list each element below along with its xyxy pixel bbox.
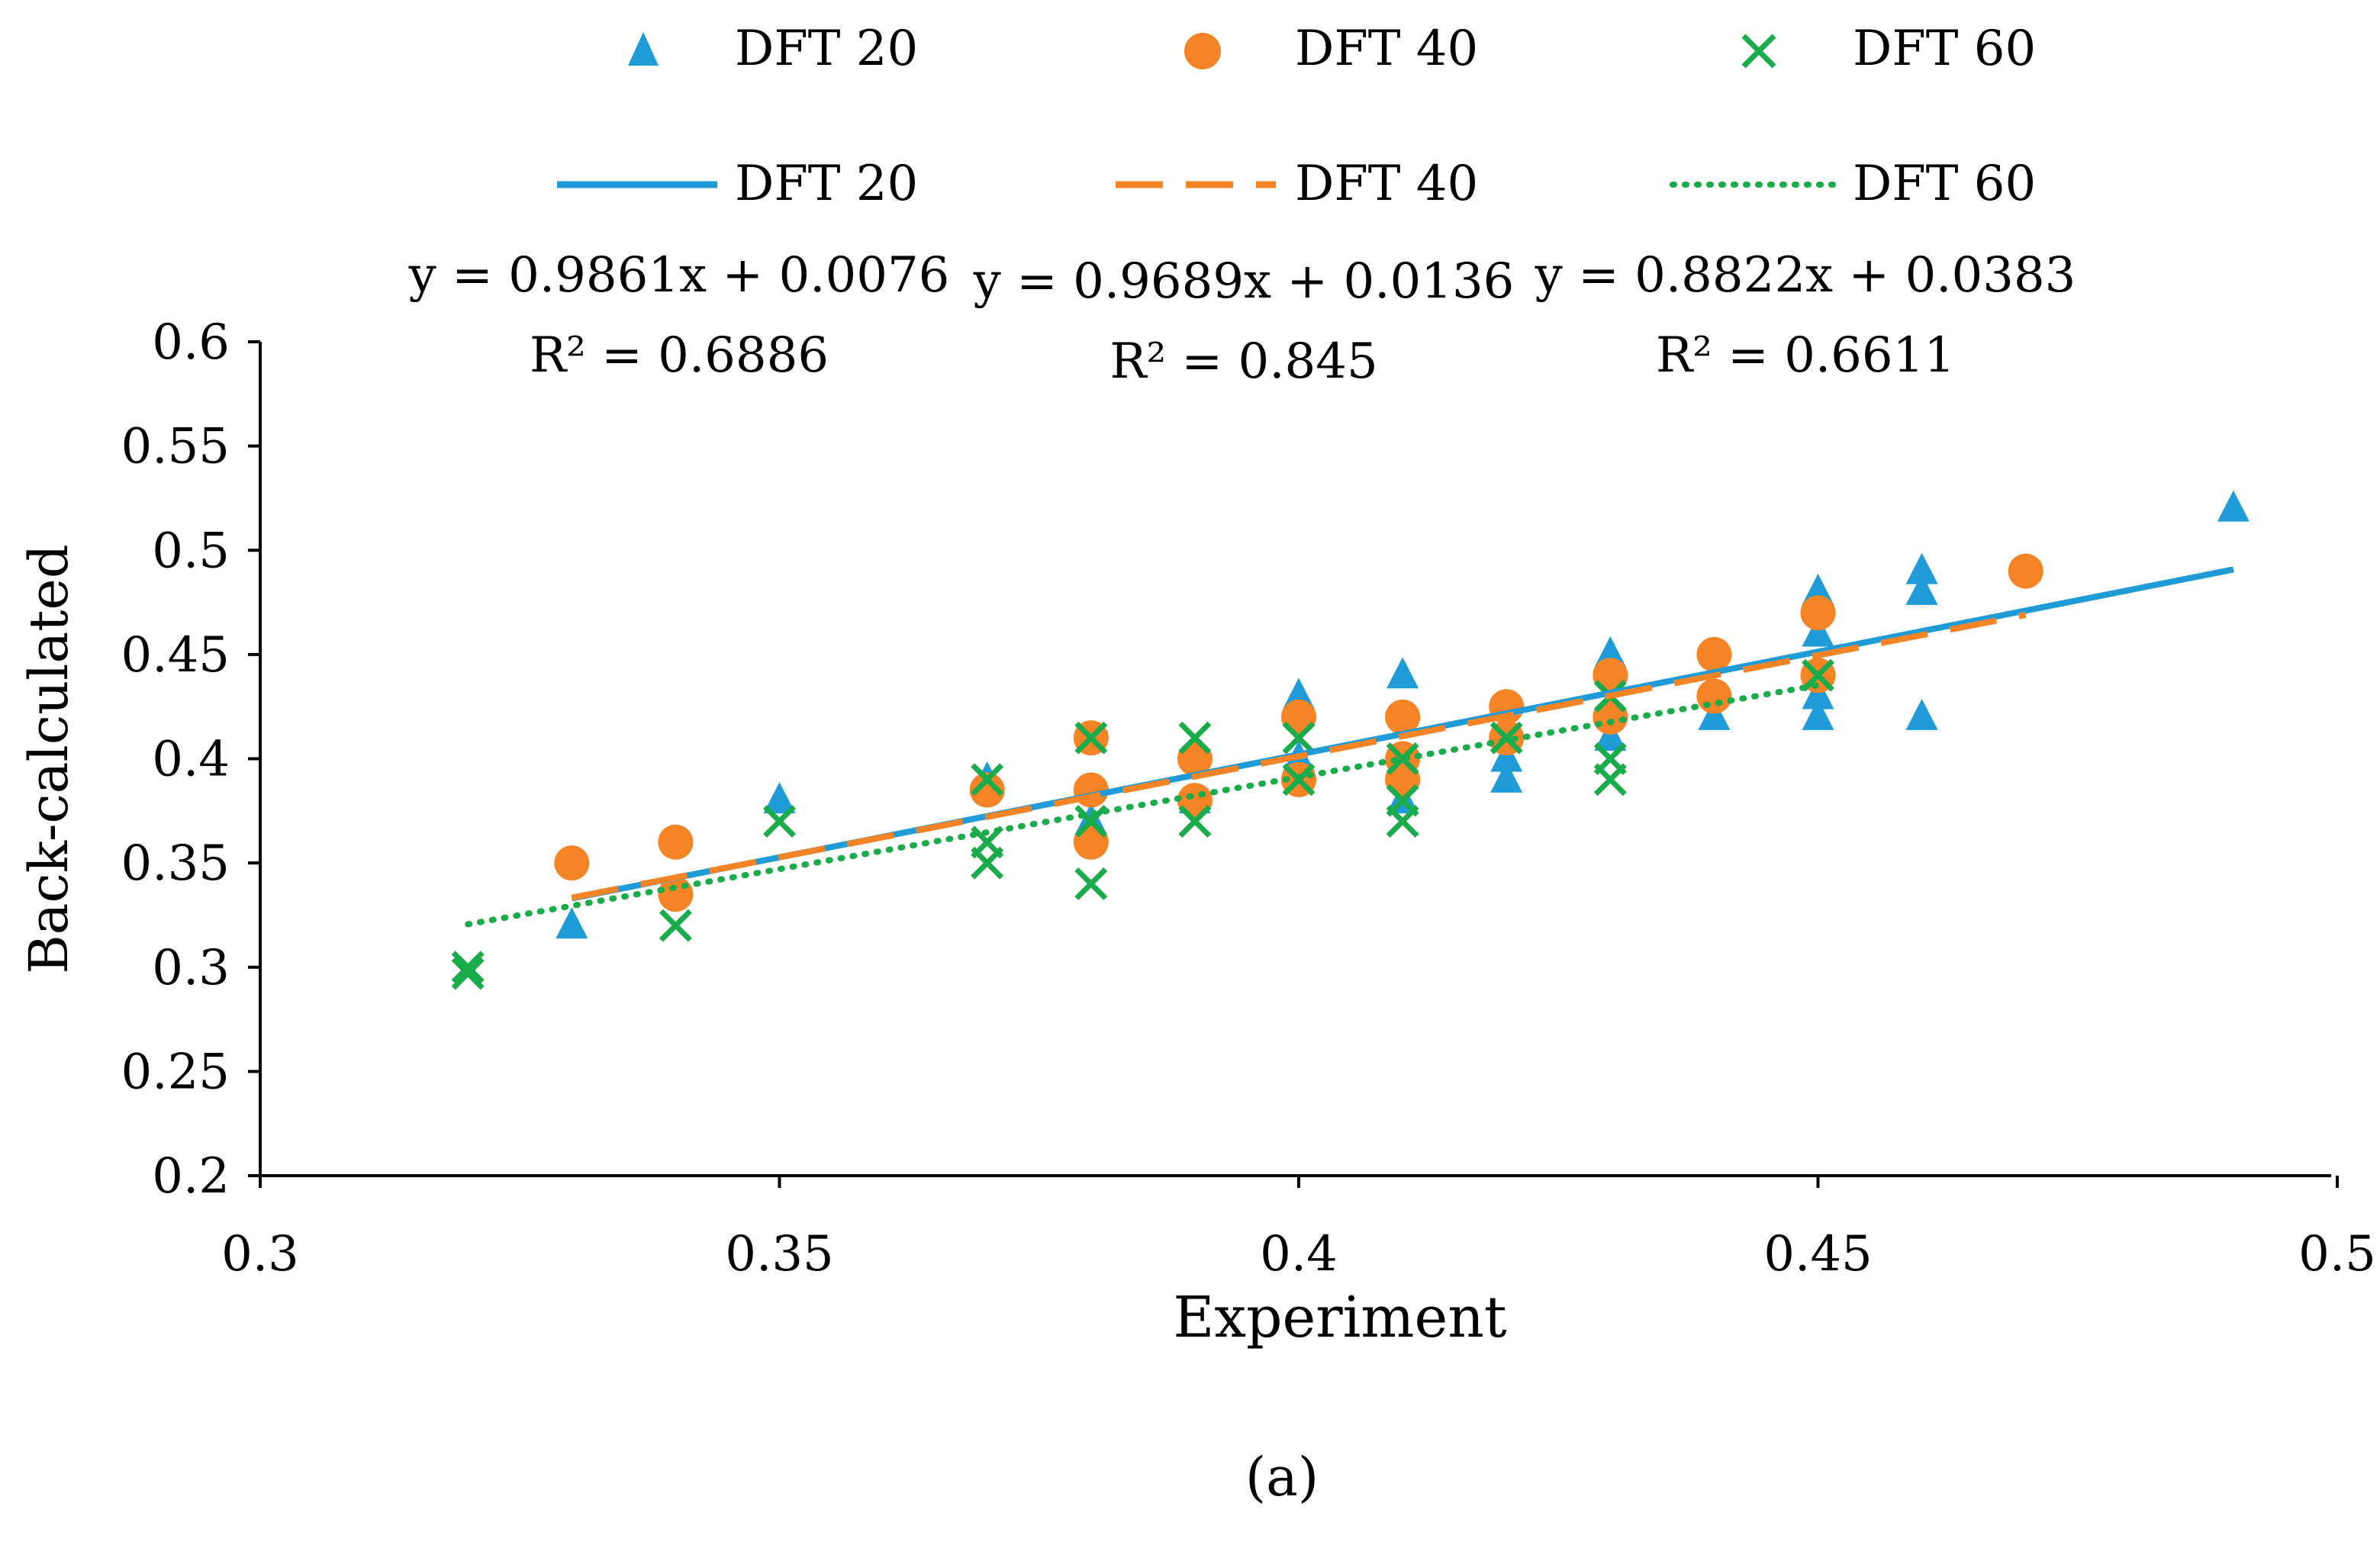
dft-20-point-9 (1490, 761, 1523, 793)
dft-20-point-7 (1386, 657, 1419, 689)
dft-60-point-21 (1802, 658, 1834, 692)
dft-20-point-11 (1594, 636, 1627, 668)
dft-40-point-19 (1696, 678, 1732, 714)
dft-20-point-1 (763, 782, 796, 814)
figure-caption: (a) (1245, 1446, 1319, 1508)
legend-marker-x (1741, 34, 1776, 69)
x-tick-label-4: 0.5 (2298, 1226, 2376, 1282)
dft-40-point-22 (2008, 553, 2043, 589)
legend-markers: DFT 20 DFT 40 DFT 60 (628, 21, 2036, 77)
dft-20-point-0 (556, 907, 588, 939)
legend-line-label-1: DFT 40 (1295, 156, 1478, 212)
equation-dft60: y = 0.8822x + 0.0383 (1535, 247, 2076, 304)
dft-20-point-14 (1802, 573, 1834, 605)
dft-60-point-4 (971, 763, 1004, 797)
dft-20-point-12 (1594, 719, 1627, 751)
dft-60-point-3 (763, 805, 796, 838)
trendline-dft-60 (465, 682, 1821, 928)
dft-20-point-5 (1283, 677, 1315, 710)
dft-20-point-20 (1905, 698, 1938, 730)
legend-line-label-2: DFT 60 (1853, 156, 2036, 212)
dft-40-point-3 (969, 772, 1005, 808)
y-tick-label-3: 0.35 (121, 835, 230, 892)
dft-60-point-2 (659, 909, 692, 942)
legend-label-series-2: DFT 60 (1853, 21, 2036, 77)
legend-label-series-1: DFT 40 (1295, 21, 1478, 77)
x-tick-label-2: 0.4 (1260, 1226, 1338, 1282)
r2-dft20: R² = 0.6886 (530, 327, 829, 384)
dft-60-point-14 (1386, 742, 1419, 775)
x-tick-label-0: 0.3 (221, 1226, 299, 1282)
dft-20-point-18 (1905, 552, 1938, 584)
dft-20-point-17 (1802, 698, 1834, 730)
x-tick-label-1: 0.35 (725, 1226, 834, 1282)
legend-marker-triangle (628, 32, 659, 66)
dft-60-point-16 (1386, 805, 1419, 838)
dft-60-point-11 (1178, 805, 1212, 838)
dft-60-point-7 (1074, 721, 1108, 755)
dft-60-point-6 (971, 846, 1004, 880)
legend-lines: DFT 20 DFT 40 DFT 60 (557, 156, 2036, 212)
y-tick-label-4: 0.4 (152, 732, 230, 788)
dft-60-point-12 (1282, 721, 1316, 755)
dft-20-point-16 (1802, 677, 1834, 710)
dft-20-point-15 (1802, 615, 1834, 647)
r2-dft40: R² = 0.845 (1109, 333, 1377, 390)
y-tick-label-1: 0.25 (121, 1044, 230, 1100)
dft-40-point-1 (658, 824, 694, 860)
dft-40-point-18 (1696, 636, 1732, 672)
legend-label-series-0: DFT 20 (735, 21, 918, 77)
y-tick-label-0: 0.2 (152, 1148, 230, 1205)
dft-40-point-0 (554, 845, 590, 881)
dft-40-point-5 (1073, 772, 1109, 808)
dft-20-point-21 (2217, 490, 2250, 522)
y-tick-label-2: 0.3 (152, 940, 230, 996)
dft-40-point-20 (1800, 595, 1836, 631)
dft-60-point-0 (451, 951, 485, 984)
y-tick-label-5: 0.45 (121, 627, 230, 684)
dft-60-point-10 (1178, 721, 1212, 755)
dft-60-point-1 (451, 957, 485, 990)
r2-dft60: R² = 0.6611 (1656, 327, 1955, 384)
legend-marker-circle (1184, 33, 1221, 69)
trendline-dft-40 (571, 612, 2027, 901)
y-tick-label-7: 0.55 (121, 419, 230, 475)
y-tick-label-8: 0.6 (152, 314, 230, 371)
dft-20-point-10 (1490, 740, 1523, 772)
dft-60-point-17 (1490, 721, 1523, 755)
equation-dft20: y = 0.9861x + 0.0076 (408, 247, 950, 304)
data-points (451, 490, 2250, 990)
y-axis-title: Back-calculated (18, 544, 80, 974)
y-tick-label-6: 0.5 (152, 523, 230, 579)
trendline-equations: y = 0.9861x + 0.0076 R² = 0.6886 y = 0.9… (408, 247, 2076, 390)
dft-60-point-8 (1074, 805, 1108, 838)
dft-60-point-20 (1593, 763, 1627, 797)
dft-20-point-13 (1698, 698, 1731, 730)
equation-dft40: y = 0.9689x + 0.0136 (973, 253, 1515, 310)
ticks: 0.2 0.25 0.3 0.35 0.4 0.45 0.5 0.55 0.6 0.3 0.35 0.… (121, 314, 2376, 1282)
dft-40-point-11 (1385, 699, 1421, 735)
legend-line-label-0: DFT 20 (735, 156, 918, 212)
x-tick-label-3: 0.45 (1763, 1226, 1873, 1282)
x-axis-title: Experiment (1173, 1285, 1507, 1350)
dft-20-point-19 (1905, 573, 1938, 605)
trendlines (465, 566, 2234, 928)
dft-60-point-9 (1074, 867, 1108, 900)
